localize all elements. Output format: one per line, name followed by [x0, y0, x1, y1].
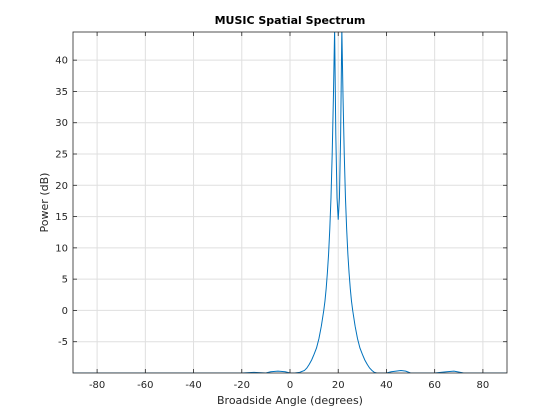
x-tick-label: 40: [380, 380, 393, 391]
y-tick-label: 15: [55, 212, 68, 223]
y-tick-label: 30: [55, 118, 68, 129]
x-tick-label: 20: [332, 380, 345, 391]
y-tick-label: 25: [55, 150, 68, 161]
x-tick-label: -80: [89, 380, 105, 391]
spectrum-line: [73, 32, 507, 373]
y-axis-label: Power (dB): [38, 173, 51, 233]
x-tick-label: -40: [185, 380, 201, 391]
y-tick-label: 10: [55, 243, 68, 254]
y-tick-labels: -5 0 5 10 15 20 25 30 35 40: [55, 56, 68, 349]
x-tick-label: -60: [137, 380, 153, 391]
y-tick-label: 20: [55, 181, 68, 192]
y-tick-label: 5: [62, 275, 68, 286]
y-tick-label: 35: [55, 87, 68, 98]
grid-lines: [73, 32, 507, 373]
x-tick-label: -20: [234, 380, 250, 391]
y-tick-label: -5: [58, 337, 68, 348]
y-tick-label: 0: [62, 306, 68, 317]
chart-title: MUSIC Spatial Spectrum: [215, 14, 366, 27]
y-tick-label: 40: [55, 56, 68, 67]
x-tick-label: 0: [287, 380, 293, 391]
x-axis-label: Broadside Angle (degrees): [217, 394, 363, 407]
x-tick-label: 60: [428, 380, 441, 391]
axis-ticks: [73, 32, 507, 373]
x-tick-labels: -80 -60 -40 -20 0 20 40 60 80: [89, 380, 489, 391]
x-tick-label: 80: [477, 380, 490, 391]
